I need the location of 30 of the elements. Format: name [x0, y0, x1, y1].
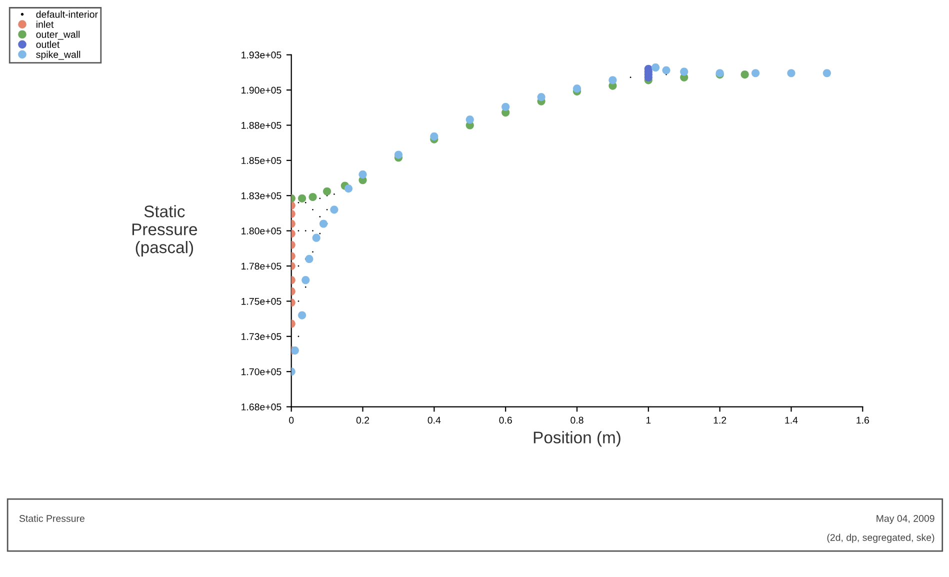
x-tick-label: 0	[289, 416, 294, 424]
x-tick-label: 0.6	[499, 416, 512, 424]
y-tick-label: 1.88e+05	[242, 122, 282, 129]
x-tick-label: 1.4	[785, 416, 798, 424]
x-tick-label: 0.4	[428, 416, 441, 424]
legend-label: outer_wall	[36, 30, 80, 40]
y-tick-label: 1.90e+05	[242, 86, 282, 94]
y-tick-label: 1.68e+05	[242, 404, 282, 410]
text: May 04, 2009	[876, 515, 934, 524]
x-tick-label: 1.2	[714, 416, 726, 424]
y-tick-label: 1.70e+05	[242, 368, 282, 376]
text: Static Pressure	[19, 514, 84, 522]
y-tick-label: 1.85e+05	[242, 157, 282, 164]
x-tick-label: 1	[646, 416, 651, 424]
y-tick-label: 1.93e+05	[242, 52, 282, 58]
x-axis-title: Position (m)	[534, 431, 620, 447]
legend-label: spike_wall	[36, 50, 80, 60]
legend-label: inlet	[36, 20, 54, 28]
x-tick-label: 0.8	[570, 416, 584, 424]
y-tick-label: 1.75e+05	[242, 298, 282, 305]
y-tick-label: 1.73e+05	[242, 333, 282, 340]
x-tick-label: 1.6	[856, 416, 869, 424]
text: (2d, dp, segregated, ske)	[827, 534, 934, 543]
y-tick-label: 1.83e+05	[242, 192, 282, 200]
y-tick-label: 1.80e+05	[242, 228, 282, 234]
legend-label: outlet	[36, 40, 60, 48]
x-tick-label: 0.2	[356, 416, 370, 424]
y-tick-label: 1.78e+05	[242, 262, 282, 270]
y-axis-title: Static Pressure (pascal)	[132, 205, 198, 257]
legend-label: default-interior	[36, 10, 98, 18]
